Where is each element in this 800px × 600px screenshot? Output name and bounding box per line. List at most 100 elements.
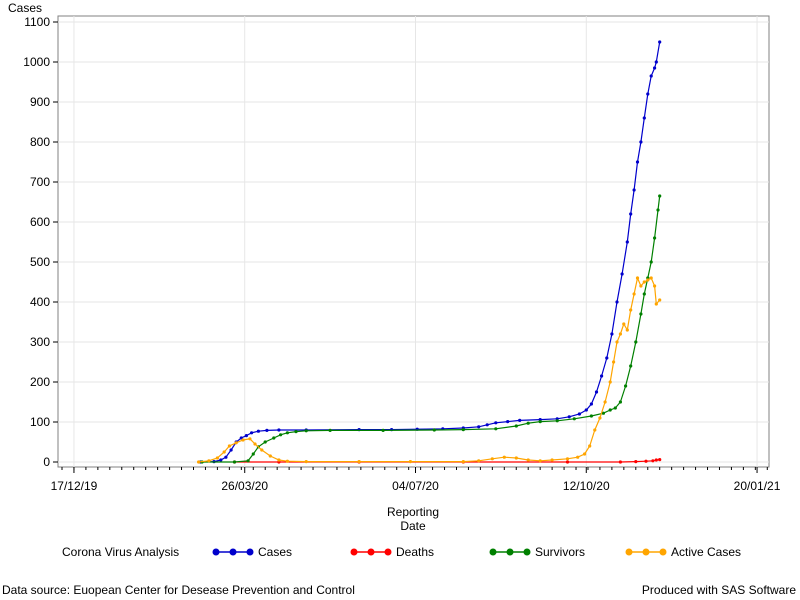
y-tick-label: 200 [30, 375, 50, 389]
data-point [649, 276, 653, 280]
legend-marker [212, 548, 220, 556]
data-point [605, 356, 609, 360]
data-point [598, 416, 602, 420]
y-tick-label: 800 [30, 135, 50, 149]
data-point [632, 292, 636, 296]
data-point [461, 428, 465, 432]
data-point [656, 208, 660, 212]
data-point [232, 460, 237, 464]
data-point [227, 444, 231, 448]
x-axis-title-line-1: Reporting [387, 505, 439, 519]
data-point [260, 448, 264, 452]
data-point [642, 292, 646, 296]
data-point [304, 429, 308, 433]
data-point [294, 430, 298, 434]
y-tick-label: 900 [30, 95, 50, 109]
data-point [526, 421, 530, 425]
data-point [649, 260, 653, 264]
data-point [268, 454, 272, 458]
data-point [224, 455, 228, 459]
data-point [244, 434, 248, 438]
data-point [618, 460, 623, 464]
data-point [555, 419, 559, 423]
data-point [408, 460, 412, 464]
data-point [625, 328, 629, 332]
grid-lines [58, 16, 769, 467]
data-point [658, 298, 662, 302]
data-point [625, 240, 629, 244]
data-point [583, 452, 587, 456]
y-tick-label: 1000 [23, 55, 50, 69]
data-point [624, 384, 628, 388]
data-point [646, 278, 650, 282]
legend-marker [384, 548, 392, 556]
x-tick-label: 26/03/20 [221, 479, 268, 493]
axes: 0 100 200 300 400 500 600 700 800 900 1000 1100 17/1… [23, 15, 780, 493]
data-point [207, 459, 211, 463]
legend-marker [246, 548, 254, 556]
data-point [219, 458, 223, 462]
data-point [618, 332, 623, 336]
data-point [250, 431, 254, 435]
data-point [241, 438, 245, 442]
data-point [618, 400, 623, 404]
legend-marker [642, 548, 650, 556]
data-point [642, 280, 646, 284]
data-point [565, 460, 570, 464]
data-point [639, 284, 643, 288]
y-tick-label: 500 [30, 255, 50, 269]
data-point [381, 428, 385, 432]
data-point [285, 431, 289, 435]
data-point [251, 452, 255, 456]
data-point [642, 116, 646, 120]
data-point [608, 408, 612, 412]
data-point [565, 457, 570, 461]
legend-marker [367, 548, 375, 556]
data-source-note: Data source: Euopean Center for Desease … [2, 583, 355, 597]
data-point [502, 455, 506, 459]
data-point [658, 40, 662, 44]
legend-label: Cases [258, 545, 292, 559]
data-point [550, 458, 554, 462]
plot-area [57, 15, 770, 468]
data-point [572, 417, 576, 421]
legend: Corona Virus Analysis Cases Deaths Survivo… [62, 545, 741, 559]
series-line-cases [200, 41, 661, 463]
y-tick-label: 0 [43, 455, 50, 469]
series-line-active-cases [198, 276, 661, 463]
data-point [526, 458, 530, 462]
legend-marker [506, 548, 514, 556]
data-point [629, 364, 633, 368]
x-tick-label: 04/07/20 [392, 479, 439, 493]
data-point [622, 322, 626, 326]
data-point [279, 433, 283, 437]
software-credit: Produced with SAS Software [641, 583, 796, 597]
data-point [588, 444, 592, 448]
data-point [234, 441, 238, 445]
data-point [613, 406, 617, 410]
data-point [649, 74, 653, 78]
legend-marker [229, 548, 237, 556]
data-point [651, 459, 655, 463]
data-point [494, 421, 498, 425]
legend-label: Deaths [396, 545, 434, 559]
series-layer [197, 40, 662, 464]
data-point [629, 308, 633, 312]
data-point [632, 188, 636, 192]
data-point [658, 194, 662, 198]
data-point [620, 272, 624, 276]
data-point [634, 340, 638, 344]
data-point [304, 460, 308, 464]
data-point [615, 300, 619, 304]
y-tick-label: 700 [30, 175, 50, 189]
data-point [615, 340, 619, 344]
data-point [612, 360, 616, 364]
data-point [265, 428, 269, 432]
y-tick-label: 600 [30, 215, 50, 229]
legend-label: Survivors [535, 545, 585, 559]
y-tick-label: 300 [30, 335, 50, 349]
data-point [538, 459, 542, 463]
data-point [357, 460, 361, 464]
data-point [629, 212, 633, 216]
data-point [485, 423, 489, 427]
